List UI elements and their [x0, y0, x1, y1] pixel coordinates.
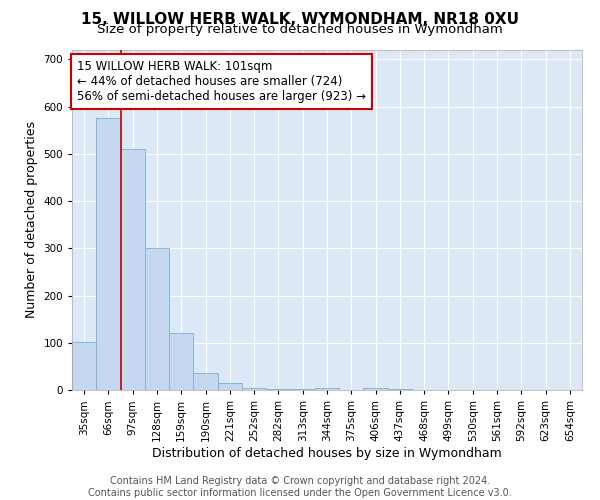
Text: Contains HM Land Registry data © Crown copyright and database right 2024.
Contai: Contains HM Land Registry data © Crown c…	[88, 476, 512, 498]
Text: 15, WILLOW HERB WALK, WYMONDHAM, NR18 0XU: 15, WILLOW HERB WALK, WYMONDHAM, NR18 0X…	[81, 12, 519, 28]
Bar	[121, 149, 145, 390]
Bar	[193, 373, 218, 390]
Bar	[315, 388, 339, 390]
Y-axis label: Number of detached properties: Number of detached properties	[25, 122, 38, 318]
Bar	[96, 118, 121, 390]
Text: 15 WILLOW HERB WALK: 101sqm
← 44% of detached houses are smaller (724)
56% of se: 15 WILLOW HERB WALK: 101sqm ← 44% of det…	[77, 60, 366, 103]
Bar	[290, 389, 315, 390]
Bar	[242, 388, 266, 390]
Bar	[364, 388, 388, 390]
Bar	[218, 384, 242, 390]
Bar	[72, 342, 96, 390]
Bar	[388, 388, 412, 390]
Bar	[266, 389, 290, 390]
X-axis label: Distribution of detached houses by size in Wymondham: Distribution of detached houses by size …	[152, 446, 502, 460]
Bar	[145, 248, 169, 390]
Bar	[169, 334, 193, 390]
Text: Size of property relative to detached houses in Wymondham: Size of property relative to detached ho…	[97, 22, 503, 36]
